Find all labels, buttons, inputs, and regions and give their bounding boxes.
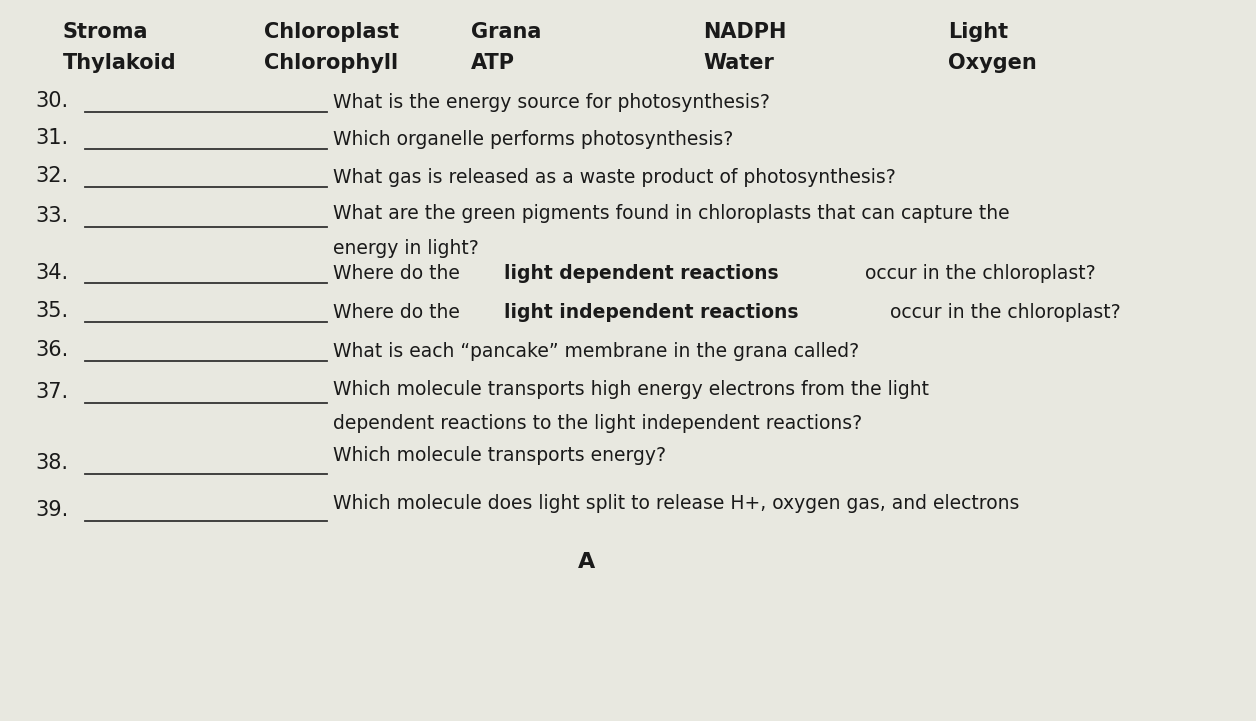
Text: 39.: 39. [35, 500, 68, 521]
Text: 31.: 31. [35, 128, 68, 149]
Text: 36.: 36. [35, 340, 68, 360]
Text: Oxygen: Oxygen [948, 53, 1037, 74]
Text: 32.: 32. [35, 166, 68, 186]
Text: ATP: ATP [471, 53, 515, 74]
Text: Stroma: Stroma [63, 22, 148, 43]
Text: Chlorophyll: Chlorophyll [264, 53, 398, 74]
Text: 33.: 33. [35, 206, 68, 226]
Text: 37.: 37. [35, 382, 68, 402]
Text: 38.: 38. [35, 453, 68, 473]
Text: Grana: Grana [471, 22, 541, 43]
Text: Which molecule does light split to release H+, oxygen gas, and electrons: Which molecule does light split to relea… [333, 494, 1019, 513]
Text: occur in the chloroplast?: occur in the chloroplast? [884, 304, 1120, 322]
Text: Light: Light [948, 22, 1009, 43]
Text: 30.: 30. [35, 91, 68, 111]
Text: Which molecule transports energy?: Which molecule transports energy? [333, 446, 666, 465]
Text: light independent reactions: light independent reactions [505, 304, 799, 322]
Text: Water: Water [703, 53, 774, 74]
Text: What gas is released as a waste product of photosynthesis?: What gas is released as a waste product … [333, 168, 896, 187]
Text: What is each “pancake” membrane in the grana called?: What is each “pancake” membrane in the g… [333, 342, 859, 361]
Text: Which organelle performs photosynthesis?: Which organelle performs photosynthesis? [333, 131, 734, 149]
Text: 35.: 35. [35, 301, 68, 322]
Text: dependent reactions to the light independent reactions?: dependent reactions to the light indepen… [333, 415, 862, 433]
Text: What are the green pigments found in chloroplasts that can capture the: What are the green pigments found in chl… [333, 204, 1010, 223]
Text: energy in light?: energy in light? [333, 239, 479, 257]
Text: A: A [578, 552, 595, 572]
Text: Where do the: Where do the [333, 265, 466, 283]
Text: Which molecule transports high energy electrons from the light: Which molecule transports high energy el… [333, 380, 929, 399]
Text: Chloroplast: Chloroplast [264, 22, 398, 43]
Text: What is the energy source for photosynthesis?: What is the energy source for photosynth… [333, 93, 770, 112]
Text: NADPH: NADPH [703, 22, 786, 43]
Text: Thylakoid: Thylakoid [63, 53, 176, 74]
Text: Where do the: Where do the [333, 304, 466, 322]
Text: occur in the chloroplast?: occur in the chloroplast? [859, 265, 1095, 283]
Text: light dependent reactions: light dependent reactions [505, 265, 779, 283]
Text: 34.: 34. [35, 262, 68, 283]
